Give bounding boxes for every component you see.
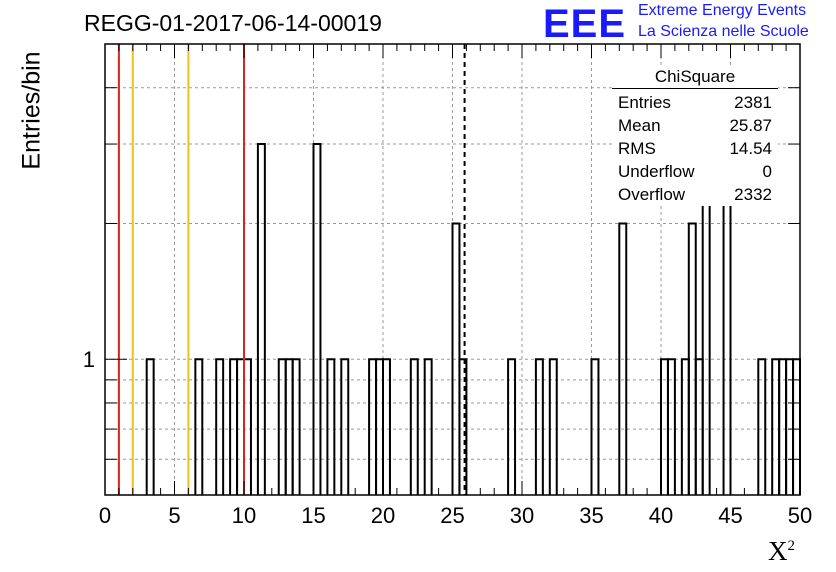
- x-axis-label: X2: [768, 536, 795, 566]
- histogram-bin: [548, 358, 558, 495]
- histogram-bin: [326, 358, 336, 495]
- stat-label: Underflow: [618, 162, 695, 181]
- logo-line-1: Extreme Energy Events: [638, 2, 807, 19]
- stat-row-overflow: Overflow 2332: [612, 183, 778, 206]
- y-tick-label: 1: [83, 347, 95, 372]
- stat-row-entries: Entries 2381: [612, 91, 778, 114]
- stat-value: 25.87: [729, 116, 772, 135]
- x-tick-label: 30: [510, 503, 534, 528]
- histogram-bin: [340, 358, 350, 495]
- histogram-bin: [666, 358, 676, 495]
- histogram-bin: [382, 358, 391, 495]
- histogram-bin: [590, 358, 600, 495]
- histogram-bin: [458, 358, 468, 495]
- chart-title: REGG-01-2017-06-14-00019: [84, 10, 382, 36]
- histogram-bin: [757, 358, 767, 495]
- stat-value: 0: [762, 162, 772, 181]
- x-tick-label: 20: [371, 503, 395, 528]
- logo-mark: EEE: [543, 2, 627, 46]
- histogram-bin: [618, 222, 628, 495]
- histogram-bin: [423, 358, 433, 495]
- stat-value: 2332: [734, 185, 772, 204]
- histogram-bin: [256, 143, 266, 495]
- histogram-bin: [291, 358, 301, 495]
- logo-line-2: La Scienza nelle Scuole: [638, 23, 809, 40]
- x-tick-label: 45: [718, 503, 742, 528]
- histogram-bin: [507, 358, 517, 495]
- x-tick-label: 40: [649, 503, 673, 528]
- histogram-bin: [534, 358, 544, 495]
- stat-row-rms: RMS 14.54: [612, 137, 778, 160]
- x-tick-label: 10: [232, 503, 256, 528]
- histogram-bin: [194, 358, 204, 495]
- stat-label: Mean: [618, 116, 661, 135]
- stat-row-underflow: Underflow 0: [612, 160, 778, 183]
- stat-label: Overflow: [618, 185, 686, 204]
- x-tick-label: 50: [788, 503, 812, 528]
- x-tick-label: 0: [99, 503, 111, 528]
- histogram-bin: [215, 358, 225, 495]
- stats-title: ChiSquare: [612, 67, 778, 89]
- stat-row-mean: Mean 25.87: [612, 114, 778, 137]
- stat-label: RMS: [618, 139, 656, 158]
- x-tick-label: 25: [440, 503, 464, 528]
- histogram-bin: [312, 143, 322, 495]
- x-tick-label: 35: [579, 503, 603, 528]
- y-axis-label: Entries/bin: [17, 51, 46, 170]
- stats-box: ChiSquare Entries 2381 Mean 25.87 RMS 14…: [612, 67, 778, 206]
- stat-value: 2381: [734, 93, 772, 112]
- stat-label: Entries: [618, 93, 671, 112]
- x-tick-label: 15: [301, 503, 325, 528]
- histogram-bin: [409, 358, 419, 495]
- x-tick-label: 5: [168, 503, 180, 528]
- stat-value: 14.54: [729, 139, 772, 158]
- histogram-bin: [145, 358, 155, 495]
